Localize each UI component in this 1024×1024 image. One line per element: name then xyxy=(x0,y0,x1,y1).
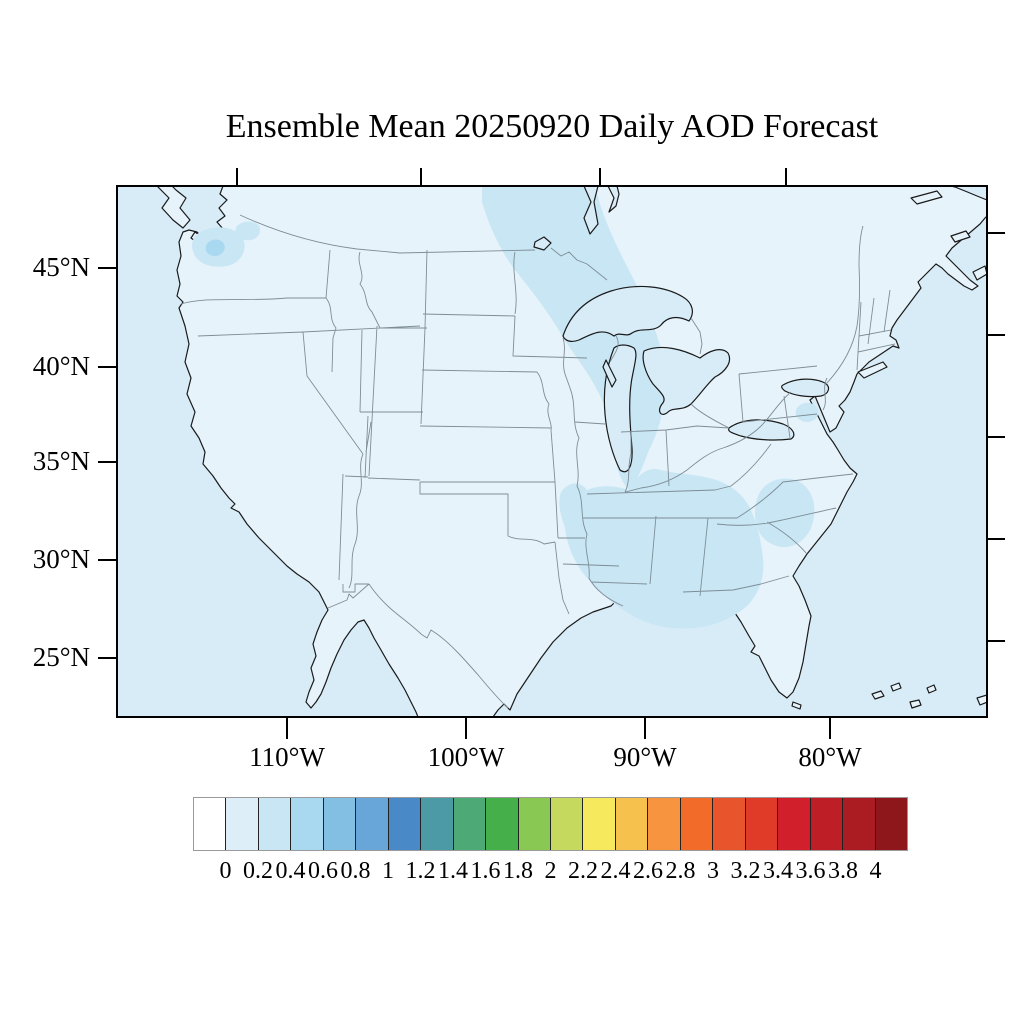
vancouver-island xyxy=(156,186,191,229)
colorbar-swatch xyxy=(257,798,291,850)
plot-title: Ensemble Mean 20250920 Daily AOD Forecas… xyxy=(225,108,879,145)
colorbar-tick-label: 3.8 xyxy=(828,858,858,884)
colorbar-tick-label: 2.8 xyxy=(665,858,696,884)
colorbar-swatch xyxy=(842,798,875,850)
colorbar-tick-label: 2.6 xyxy=(633,858,663,884)
prince-edward-island xyxy=(950,230,971,243)
axis-ticks xyxy=(98,168,1005,739)
state-borders xyxy=(180,214,896,709)
right-axis-ticks xyxy=(987,232,1005,642)
colorbar-swatch xyxy=(225,798,258,850)
colorbar-tick-label: 2 xyxy=(544,858,557,884)
colorbar-swatch xyxy=(549,798,583,850)
colorbar-tick-label: 2.4 xyxy=(600,858,631,884)
colorbar-tick-label: 0.4 xyxy=(275,858,306,884)
anticosti-island xyxy=(910,190,943,205)
colorbar-tick-label: 3 xyxy=(707,858,719,884)
colorbar-swatch xyxy=(679,798,713,850)
colorbar-swatch xyxy=(420,798,453,850)
colorbar-tick-label: 1.2 xyxy=(405,858,436,884)
colorbar-tick-label: 1.6 xyxy=(470,858,501,884)
plume-carolinas xyxy=(755,478,815,548)
y-axis-label: 40°N xyxy=(32,351,90,381)
lake-ontario xyxy=(781,378,830,398)
cuba-fragment xyxy=(976,694,987,706)
x-axis-label: 100°W xyxy=(427,742,505,772)
y-axis-label: 25°N xyxy=(32,642,90,672)
colorbar-tick-label: 3.6 xyxy=(795,858,826,884)
lake-superior xyxy=(562,285,693,342)
colorbar-swatch xyxy=(777,798,810,850)
florida-keys xyxy=(791,701,802,710)
colorbar-swatch xyxy=(614,798,648,850)
colorbar-tick-label: 0.2 xyxy=(243,858,273,884)
colorbar-swatch xyxy=(387,798,421,850)
colorbar-tick-label: 0 xyxy=(219,858,232,884)
plume-washington-core xyxy=(205,239,225,256)
plume-south xyxy=(559,468,764,629)
colorbar-swatch xyxy=(485,798,518,850)
plume-washington-2 xyxy=(235,221,261,241)
colorbar-tick-label: 0.8 xyxy=(340,858,371,884)
great-lakes xyxy=(533,186,830,473)
colorbar-tick-label: 1.4 xyxy=(438,858,468,884)
top-axis-ticks xyxy=(236,168,787,186)
colorbar-swatch xyxy=(355,798,388,850)
bottom-axis-ticks xyxy=(286,717,831,739)
cape-breton xyxy=(972,265,987,281)
canada-lakes xyxy=(583,186,620,235)
map-frame xyxy=(116,185,988,718)
colorbar-swatch xyxy=(194,798,226,850)
y-axis-label: 30°N xyxy=(32,544,90,574)
green-bay xyxy=(602,359,617,388)
x-axis-label: 110°W xyxy=(249,742,325,772)
colorbar-tick-label: 1.8 xyxy=(503,858,533,884)
lake-of-the-woods xyxy=(533,236,552,251)
colorbar xyxy=(193,797,908,851)
colorbar-tick-label: 3.4 xyxy=(763,858,793,884)
colorbar-swatch xyxy=(712,798,745,850)
colorbar-swatch xyxy=(452,798,486,850)
colorbar-swatch xyxy=(582,798,615,850)
colorbar-swatch xyxy=(744,798,778,850)
x-axis-label: 90°W xyxy=(613,742,677,772)
colorbar-swatch xyxy=(874,798,907,850)
y-axis-label: 35°N xyxy=(32,446,90,476)
colorbar-tick-label: 2.2 xyxy=(568,858,598,884)
colorbar-swatch xyxy=(517,798,550,850)
colorbar-tick-label: 3.2 xyxy=(730,858,761,884)
map-area xyxy=(117,186,987,717)
colorbar-swatch xyxy=(647,798,680,850)
colorbar-tick-label: 1 xyxy=(382,858,394,884)
colorbar-tick-label: 4 xyxy=(869,858,882,884)
x-axis-label: 80°W xyxy=(798,742,862,772)
y-axis-label: 45°N xyxy=(32,252,90,282)
colorbar-swatch xyxy=(290,798,323,850)
left-axis-ticks xyxy=(98,267,117,659)
colorbar-tick-label: 0.6 xyxy=(308,858,338,884)
plume-chesapeake xyxy=(795,402,819,422)
colorbar-swatch xyxy=(322,798,356,850)
bahamas xyxy=(871,682,937,709)
long-island xyxy=(857,361,888,379)
colorbar-swatch xyxy=(809,798,843,850)
